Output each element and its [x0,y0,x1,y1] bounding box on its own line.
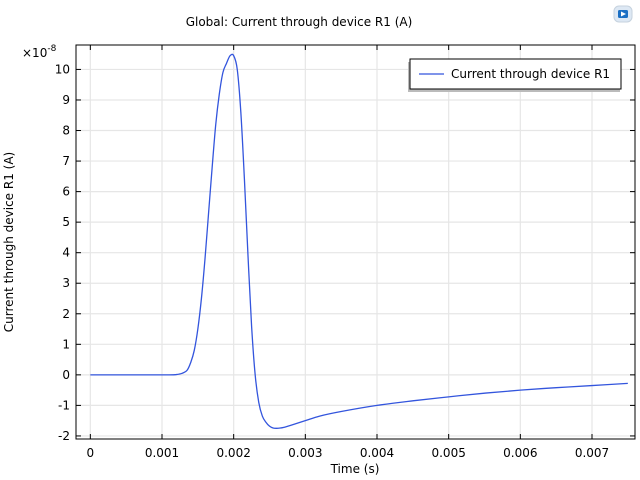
x-axis-label: Time (s) [330,462,380,476]
legend-entry: Current through device R1 [451,67,610,81]
y-tick-label: 0 [62,368,70,382]
y-multiplier-base: ×10 [22,46,47,60]
y-tick-label: 10 [55,62,70,76]
y-tick-label: 7 [62,154,70,168]
y-tick-label: 8 [62,124,70,138]
y-tick-label: -2 [58,429,70,443]
x-tick-label: 0 [87,446,95,460]
y-tick-label: 4 [62,246,70,260]
x-tick-label: 0.002 [216,446,250,460]
y-axis-multiplier: ×10-8 [22,44,57,60]
x-tick-label: 0.007 [575,446,609,460]
y-axis-ticks: -2 -1 0 1 2 3 4 5 6 7 8 9 10 [55,62,635,443]
y-tick-label: 9 [62,93,70,107]
y-tick-label: 5 [62,215,70,229]
x-tick-label: 0.004 [360,446,394,460]
grid [76,45,635,439]
x-tick-label: 0.005 [431,446,465,460]
series-line-0 [90,53,628,429]
legend-box [409,58,622,90]
y-tick-label: 6 [62,185,70,199]
chart-title: Global: Current through device R1 (A) [186,15,413,29]
y-tick-label: 3 [62,276,70,290]
app-logo-icon [613,5,633,23]
y-multiplier-exponent: -8 [47,44,56,54]
plot-frame [75,44,636,440]
x-tick-label: 0.003 [288,446,322,460]
x-axis-ticks: 0 0.001 0.002 0.003 0.004 0.005 0.006 0.007 [87,45,609,460]
y-tick-label: 2 [62,307,70,321]
x-tick-label: 0.006 [503,446,537,460]
y-axis-label: Current through device R1 (A) [2,152,16,332]
y-tick-label: 1 [62,337,70,351]
series-layer [90,53,628,429]
y-tick-label: -1 [58,398,70,412]
legend: Current through device R1 [408,58,622,92]
x-tick-label: 0.001 [145,446,179,460]
